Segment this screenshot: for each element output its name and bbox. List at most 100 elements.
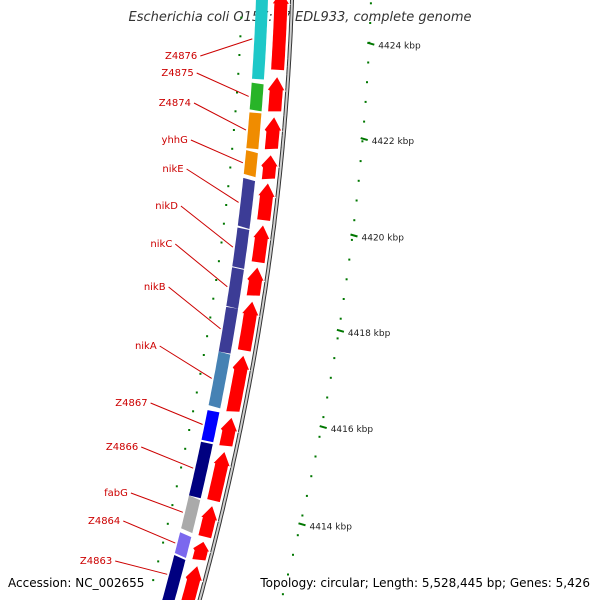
minor-tick (333, 357, 336, 360)
gene-arrow[interactable] (266, 75, 287, 113)
gene-label-nikC[interactable]: nikC (150, 239, 172, 250)
minor-tick (366, 81, 368, 84)
gene-label-fabG[interactable]: fabG (104, 488, 128, 499)
gene-band-nikE[interactable] (237, 177, 256, 229)
minor-tick (355, 199, 358, 202)
label-leader-Z4876 (200, 38, 253, 57)
gene-band-Z4866[interactable] (189, 441, 213, 499)
minor-tick (180, 466, 183, 469)
accession-text: Accession: NC_002655 (8, 576, 145, 590)
minor-tick (225, 204, 228, 206)
minor-tick (202, 354, 205, 356)
gene-band-yhhG[interactable] (243, 150, 258, 178)
gene-band-nikB[interactable] (218, 306, 238, 354)
minor-tick (206, 335, 209, 338)
minor-tick (166, 522, 169, 525)
minor-tick (192, 410, 195, 413)
minor-tick (162, 541, 165, 544)
minor-tick (339, 317, 342, 320)
gene-label-Z4866[interactable]: Z4866 (106, 442, 138, 453)
minor-tick (234, 110, 237, 113)
gene-label-Z4874[interactable]: Z4874 (159, 98, 191, 109)
gene-arrow[interactable] (263, 115, 283, 151)
minor-tick (212, 297, 215, 300)
gene-arrow[interactable] (250, 223, 272, 265)
minor-tick (227, 185, 230, 188)
minor-tick (361, 140, 364, 143)
gene-arrow[interactable] (260, 153, 280, 181)
minor-tick (363, 120, 366, 123)
gene-arrow[interactable] (236, 299, 260, 353)
gene-label-Z4876[interactable]: Z4876 (165, 51, 197, 62)
minor-tick (353, 219, 356, 222)
kbp-tick-mark (367, 41, 375, 46)
gene-band-Z4867[interactable] (201, 410, 220, 443)
minor-tick (345, 278, 348, 281)
gene-band-nikC[interactable] (226, 267, 244, 309)
minor-tick (367, 61, 370, 64)
gene-label-nikB[interactable]: nikB (144, 282, 166, 293)
gene-arrow[interactable] (218, 416, 239, 448)
kbp-tick-mark (350, 233, 358, 238)
label-leader-nikA (159, 345, 212, 379)
topology-text: Topology: circular; Length: 5,528,445 bp… (260, 576, 590, 590)
minor-tick (239, 35, 242, 38)
kbp-tick-label: 4416 kbp (331, 425, 374, 435)
minor-tick (188, 429, 191, 431)
gene-label-Z4875[interactable]: Z4875 (161, 68, 193, 79)
gene-arrow[interactable] (270, 0, 291, 72)
genome-title: Escherichia coli O157:H7 EDL933, complet… (128, 10, 472, 25)
gene-band-Z4875[interactable] (249, 82, 264, 112)
label-leader-Z4864 (123, 520, 176, 544)
minor-tick (292, 553, 294, 556)
minor-tick (348, 258, 351, 261)
minor-tick (314, 455, 317, 458)
gene-label-Z4867[interactable]: Z4867 (115, 398, 147, 409)
gene-label-yhhG[interactable]: yhhG (162, 135, 188, 146)
gene-arrow[interactable] (245, 265, 266, 297)
minor-tick (232, 129, 235, 131)
gene-label-Z4864[interactable]: Z4864 (88, 516, 120, 527)
kbp-tick-mark (336, 328, 345, 333)
backbone-group (197, 0, 295, 600)
minor-tick (336, 337, 339, 340)
minor-tick (359, 160, 362, 163)
label-leader-Z4863 (115, 560, 168, 575)
label-leader-Z4874 (193, 102, 247, 131)
minor-tick (209, 316, 212, 319)
minor-tick (222, 222, 225, 225)
kbp-tick-label: 4414 kbp (310, 522, 353, 532)
gene-band-fabG[interactable] (181, 495, 201, 534)
gene-label-nikA[interactable]: nikA (135, 341, 157, 352)
gene-arrow[interactable] (225, 353, 251, 413)
gene-label-nikE[interactable]: nikE (162, 164, 183, 175)
gene-label-Z4863[interactable]: Z4863 (80, 556, 112, 567)
gene-band-nikA[interactable] (208, 351, 231, 409)
gene-band-Z4876[interactable] (252, 0, 268, 80)
minor-tick (322, 416, 325, 419)
label-leader-Z4867 (150, 402, 203, 425)
gene-arrow[interactable] (191, 540, 212, 562)
gene-arrow[interactable] (178, 564, 204, 600)
gene-arrow[interactable] (197, 504, 219, 540)
gene-label-nikD[interactable]: nikD (155, 201, 178, 212)
gene-arrow[interactable] (205, 450, 232, 504)
kbp-tick-mark (360, 137, 368, 142)
gene-band-nikD[interactable] (232, 227, 250, 269)
tick-track: 4424 kbp 4422 kbp 4420 kbp 4418 kbp 4416 kbp… (152, 2, 421, 596)
label-leader-Z4866 (141, 446, 194, 469)
minor-tick (152, 579, 155, 582)
minor-tick (231, 147, 234, 150)
minor-tick (195, 391, 198, 394)
gene-arrow[interactable] (256, 181, 277, 223)
minor-tick (326, 396, 329, 399)
minor-tick (305, 494, 308, 497)
feature-track (162, 0, 268, 600)
gene-band-Z4863[interactable] (162, 555, 186, 600)
minor-tick (215, 279, 218, 281)
gene-band-Z4864[interactable] (174, 532, 192, 558)
gene-band-Z4874[interactable] (246, 112, 262, 150)
kbp-tick-label: 4420 kbp (362, 234, 405, 244)
label-leader-nikE (186, 168, 239, 203)
